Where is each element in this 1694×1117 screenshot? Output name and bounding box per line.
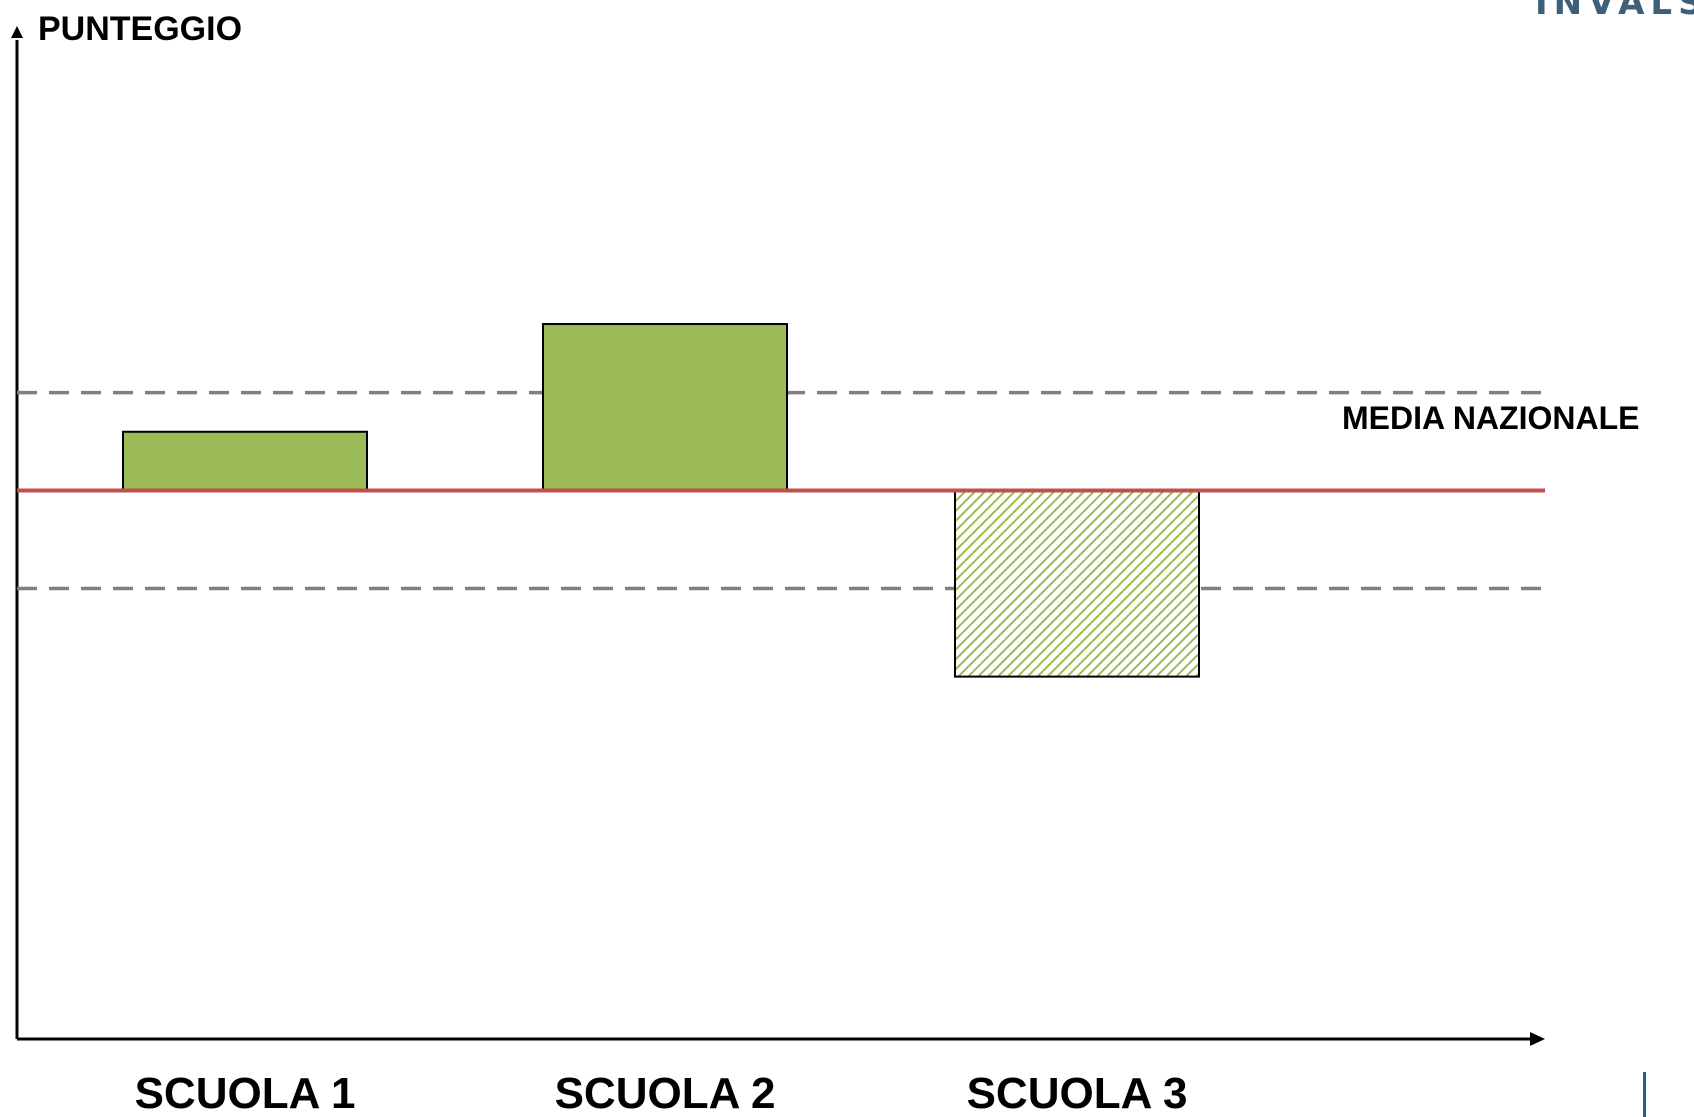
x-tick-label-1: SCUOLA 1 [135,1069,356,1117]
baseline-label: MEDIA NAZIONALE [1342,400,1639,436]
x-tick-labels: SCUOLA 1 SCUOLA 2 SCUOLA 3 [135,1069,1188,1117]
bar-scuola-3 [954,489,1200,678]
bar-scuola-1 [122,430,368,492]
x-tick-label-3: SCUOLA 3 [967,1069,1188,1117]
invalsi-logo: INVALSI [1535,0,1694,23]
bar-scuola-2 [542,323,788,492]
x-axis-arrow [1530,1032,1545,1046]
x-tick-label-2: SCUOLA 2 [555,1069,776,1117]
y-axis-arrow [11,26,23,38]
y-axis-label: PUNTEGGIO [38,10,242,48]
accent-mark [1643,1072,1646,1117]
bars-group [122,323,1200,678]
